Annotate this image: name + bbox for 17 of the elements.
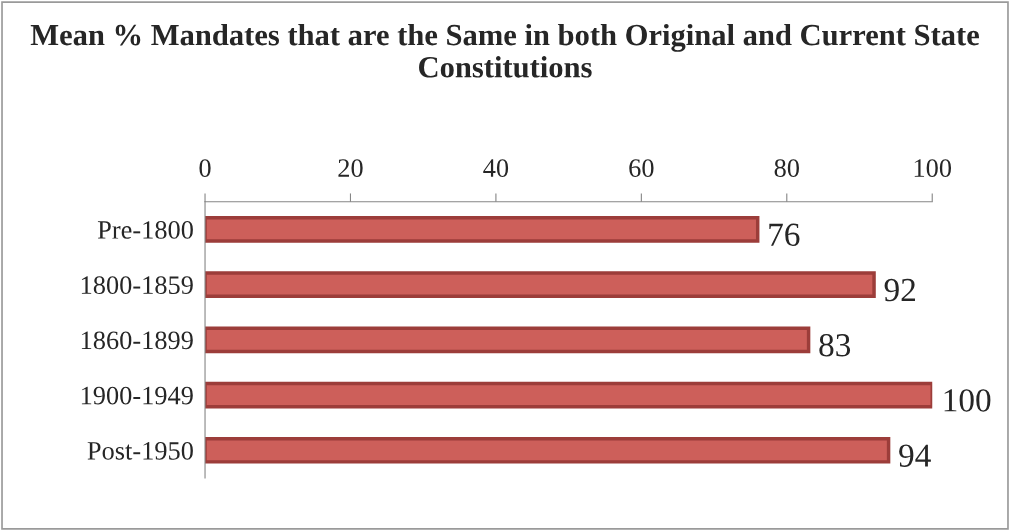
x-tick-label: 100 (914, 159, 952, 177)
data-label: 83 (819, 333, 851, 357)
y-tick-label: 1900-1949 (81, 386, 193, 405)
chart-title: Mean % Mandates that are the Same in both Original and Current State Constitutions (30, 23, 979, 78)
data-label: 76 (769, 223, 800, 247)
y-tick-label: Post-1950 (87, 441, 193, 460)
x-tick-label: 20 (338, 159, 363, 177)
y-tick-label: Pre-1800 (97, 221, 193, 239)
data-label: 94 (899, 444, 931, 467)
y-tick-label: 1800-1859 (81, 276, 193, 295)
x-tick-label: 40 (483, 159, 509, 177)
y-tick-label: 1860-1899 (81, 331, 193, 350)
x-tick-label: 80 (774, 159, 799, 177)
data-label: 100 (944, 389, 991, 412)
x-tick-label: 0 (199, 159, 211, 177)
x-tick-label: 60 (629, 159, 654, 177)
data-label: 92 (884, 278, 915, 302)
